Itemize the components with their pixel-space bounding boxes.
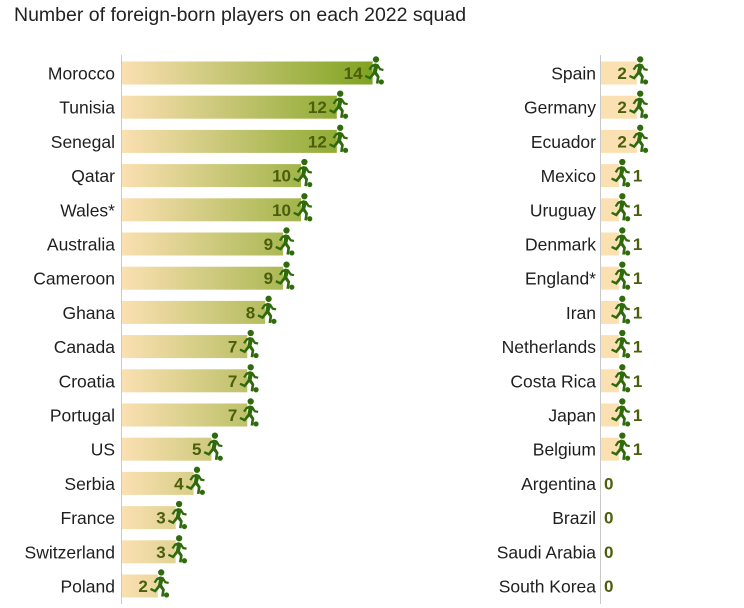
left-category-label-wales: Wales* <box>60 200 115 220</box>
left-bar-serbia <box>122 471 194 495</box>
left-category-label-switzerland: Switzerland <box>25 542 115 562</box>
left-bar-australia <box>122 232 284 256</box>
right-category-label-belgium: Belgium <box>533 440 596 460</box>
right-category-label-saudi-arabia: Saudi Arabia <box>497 542 597 562</box>
left-value-label-serbia: 4 <box>174 474 184 493</box>
right-category-label-japan: Japan <box>548 406 596 426</box>
right-value-label-japan: 1 <box>633 406 642 425</box>
left-value-label-wales: 10 <box>272 201 291 220</box>
left-category-label-senegal: Senegal <box>51 132 115 152</box>
left-bar-switzerland <box>122 540 176 564</box>
right-category-label-spain: Spain <box>551 64 596 84</box>
left-value-label-morocco: 14 <box>344 64 363 83</box>
left-bar-us <box>122 437 212 461</box>
left-value-label-france: 3 <box>156 509 165 528</box>
right-category-label-england: England* <box>525 269 596 289</box>
left-category-label-ghana: Ghana <box>62 303 115 323</box>
right-value-label-brazil: 0 <box>604 509 613 528</box>
left-category-label-cameroon: Cameroon <box>33 269 115 289</box>
right-value-label-germany: 2 <box>617 98 626 117</box>
chart-title: Number of foreign-born players on each 2… <box>14 4 467 26</box>
right-category-label-costa-rica: Costa Rica <box>510 371 596 391</box>
left-value-label-qatar: 10 <box>272 167 291 186</box>
right-value-label-ecuador: 2 <box>617 132 626 151</box>
right-bar-iran <box>601 300 619 324</box>
right-category-label-brazil: Brazil <box>552 508 596 528</box>
right-value-label-netherlands: 1 <box>633 338 642 357</box>
right-category-label-south-korea: South Korea <box>499 577 597 597</box>
right-bar-netherlands <box>601 335 619 359</box>
left-value-label-ghana: 8 <box>246 303 255 322</box>
right-value-label-spain: 2 <box>617 64 626 83</box>
right-category-label-argentina: Argentina <box>521 474 596 494</box>
left-bar-cameroon <box>122 266 284 290</box>
left-value-label-portugal: 7 <box>228 406 237 425</box>
left-category-label-canada: Canada <box>54 337 116 357</box>
right-category-label-uruguay: Uruguay <box>530 200 596 220</box>
left-bar-portugal <box>122 403 248 427</box>
right-category-label-netherlands: Netherlands <box>502 337 597 357</box>
right-value-label-south-korea: 0 <box>604 577 613 596</box>
right-bar-spain <box>601 61 637 85</box>
right-value-label-uruguay: 1 <box>633 201 642 220</box>
left-value-label-poland: 2 <box>138 577 147 596</box>
right-bar-england <box>601 266 619 290</box>
left-value-label-senegal: 12 <box>308 132 327 151</box>
right-bar-belgium <box>601 437 619 461</box>
left-category-label-qatar: Qatar <box>71 166 115 186</box>
left-bar-canada <box>122 335 248 359</box>
right-category-label-ecuador: Ecuador <box>531 132 596 152</box>
left-bar-morocco <box>122 61 373 85</box>
right-value-label-mexico: 1 <box>633 167 642 186</box>
right-bar-costa-rica <box>601 369 619 393</box>
right-value-label-denmark: 1 <box>633 235 642 254</box>
left-category-label-australia: Australia <box>47 235 115 255</box>
left-value-label-tunisia: 12 <box>308 98 327 117</box>
left-bar-poland <box>122 574 158 598</box>
right-bar-germany <box>601 95 637 119</box>
right-bar-japan <box>601 403 619 427</box>
left-category-label-serbia: Serbia <box>64 474 115 494</box>
left-bar-tunisia <box>122 95 337 119</box>
left-category-label-croatia: Croatia <box>59 371 116 391</box>
left-value-label-cameroon: 9 <box>264 269 273 288</box>
left-bar-croatia <box>122 369 248 393</box>
right-category-label-germany: Germany <box>524 98 596 118</box>
left-bar-senegal <box>122 129 337 153</box>
right-value-label-iran: 1 <box>633 303 642 322</box>
right-bar-mexico <box>601 164 619 188</box>
right-bar-uruguay <box>601 198 619 222</box>
left-category-label-france: France <box>61 508 115 528</box>
left-value-label-canada: 7 <box>228 338 237 357</box>
left-category-label-us: US <box>91 440 115 460</box>
left-value-label-croatia: 7 <box>228 372 237 391</box>
left-bar-wales <box>122 198 301 222</box>
left-category-label-poland: Poland <box>61 577 116 597</box>
right-category-label-iran: Iran <box>566 303 596 323</box>
left-bar-qatar <box>122 164 301 188</box>
left-value-label-australia: 9 <box>264 235 273 254</box>
left-category-label-portugal: Portugal <box>50 406 115 426</box>
left-bar-ghana <box>122 300 266 324</box>
right-bar-denmark <box>601 232 619 256</box>
right-value-label-england: 1 <box>633 269 642 288</box>
right-category-label-denmark: Denmark <box>525 235 596 255</box>
right-value-label-belgium: 1 <box>633 440 642 459</box>
left-value-label-us: 5 <box>192 440 201 459</box>
left-bar-france <box>122 506 176 530</box>
left-category-label-morocco: Morocco <box>48 64 115 84</box>
right-category-label-mexico: Mexico <box>541 166 596 186</box>
left-value-label-switzerland: 3 <box>156 543 165 562</box>
left-category-label-tunisia: Tunisia <box>59 98 115 118</box>
right-bar-ecuador <box>601 129 637 153</box>
right-value-label-costa-rica: 1 <box>633 372 642 391</box>
right-value-label-argentina: 0 <box>604 474 613 493</box>
right-value-label-saudi-arabia: 0 <box>604 543 613 562</box>
